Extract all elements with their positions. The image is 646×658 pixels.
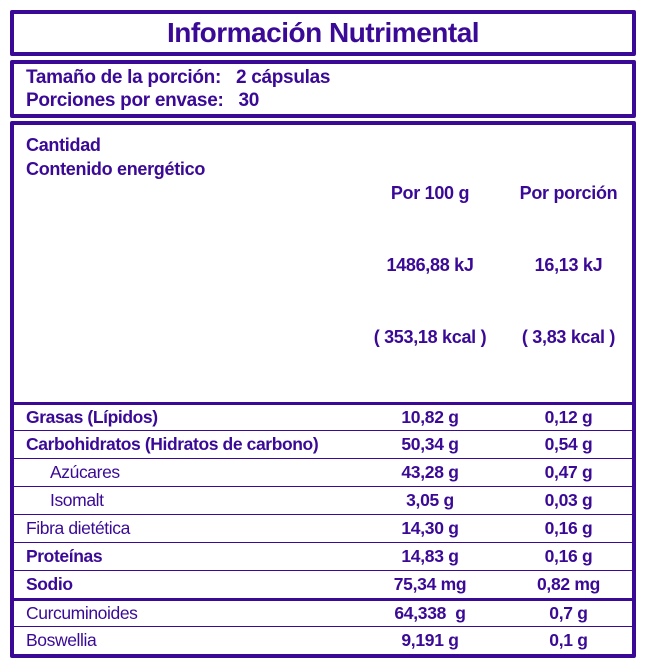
row-label: Boswellia — [26, 630, 97, 650]
table-row: Sodio 75,34 mg 0,82 mg — [14, 570, 632, 598]
table-row: Grasas (Lípidos) 10,82 g 0,12 g — [14, 402, 632, 430]
table-row: Boswellia 9,191 g 0,1 g — [14, 626, 632, 654]
portion-kj-value: 16,13 kJ — [534, 255, 603, 275]
amount-label: Cantidad — [26, 135, 101, 155]
title-box: Información Nutrimental — [10, 10, 636, 56]
nutrition-table: Cantidad Contenido energético Por 100 g … — [10, 121, 636, 658]
row-label: Curcuminoides — [26, 603, 138, 623]
row-label: Grasas (Lípidos) — [26, 407, 158, 427]
servings-per-container-value: 30 — [238, 90, 260, 111]
header-portion-column: Por porción 16,13 kJ ( 3,83 kcal ) — [505, 133, 632, 397]
row-portion-value: 0,16 g — [544, 518, 593, 538]
portion-kcal-value: ( 3,83 kcal ) — [521, 327, 616, 347]
row-portion-value: 0,1 g — [549, 630, 588, 650]
row-portion-value: 0,12 g — [544, 407, 593, 427]
row-label: Isomalt — [50, 490, 104, 510]
servings-per-container-label: Porciones por envase: — [26, 90, 224, 111]
row-per100-value: 9,191 g — [401, 630, 459, 650]
row-label: Azúcares — [50, 462, 120, 482]
portion-title: Por porción — [519, 183, 618, 203]
row-per100-value: 10,82 g — [401, 407, 459, 427]
per100-title: Por 100 g — [390, 183, 470, 203]
row-per100-value: 64,338 g — [394, 603, 466, 623]
nutrient-rows: Grasas (Lípidos) 10,82 g 0,12 g Carbohid… — [14, 402, 632, 654]
row-per100-value: 14,30 g — [401, 518, 459, 538]
row-per100-value: 43,28 g — [401, 462, 459, 482]
row-portion-value: 0,47 g — [544, 462, 593, 482]
row-portion-value: 0,54 g — [544, 434, 593, 454]
label-title: Información Nutrimental — [166, 17, 480, 48]
table-row: Proteínas 14,83 g 0,16 g — [14, 542, 632, 570]
serving-size-value: 2 cápsulas — [235, 67, 331, 88]
table-row: Carbohidratos (Hidratos de carbono) 50,3… — [14, 430, 632, 458]
table-row: Fibra dietética 14,30 g 0,16 g — [14, 514, 632, 542]
serving-size-line: Tamaño de la porción: 2 cápsulas — [26, 66, 620, 89]
row-per100-value: 3,05 g — [406, 490, 454, 510]
table-row: Curcuminoides 64,338 g 0,7 g — [14, 598, 632, 626]
table-row: Isomalt 3,05 g 0,03 g — [14, 486, 632, 514]
table-row: Azúcares 43,28 g 0,47 g — [14, 458, 632, 486]
row-portion-value: 0,16 g — [544, 546, 593, 566]
row-per100-value: 75,34 mg — [393, 574, 467, 594]
table-header: Cantidad Contenido energético Por 100 g … — [14, 125, 632, 402]
serving-box: Tamaño de la porción: 2 cápsulas Porcion… — [10, 60, 636, 118]
row-per100-value: 50,34 g — [401, 434, 459, 454]
servings-per-container-line: Porciones por envase: 30 — [26, 89, 620, 112]
row-per100-value: 14,83 g — [401, 546, 459, 566]
row-label: Sodio — [26, 574, 73, 594]
header-per100-column: Por 100 g 1486,88 kJ ( 353,18 kcal ) — [355, 133, 505, 397]
row-portion-value: 0,03 g — [544, 490, 593, 510]
row-label: Carbohidratos (Hidratos de carbono) — [26, 434, 319, 454]
per100-kj-value: 1486,88 kJ — [386, 255, 474, 275]
row-portion-value: 0,82 mg — [536, 574, 601, 594]
nutrition-label: Información Nutrimental Tamaño de la por… — [10, 10, 636, 658]
serving-size-label: Tamaño de la porción: — [26, 67, 221, 88]
row-label: Fibra dietética — [26, 518, 130, 538]
row-label: Proteínas — [26, 546, 103, 566]
per100-kcal-value: ( 353,18 kcal ) — [373, 327, 487, 347]
energy-label: Contenido energético — [26, 159, 206, 179]
row-portion-value: 0,7 g — [549, 603, 588, 623]
header-amount-column: Cantidad Contenido energético — [14, 133, 355, 397]
